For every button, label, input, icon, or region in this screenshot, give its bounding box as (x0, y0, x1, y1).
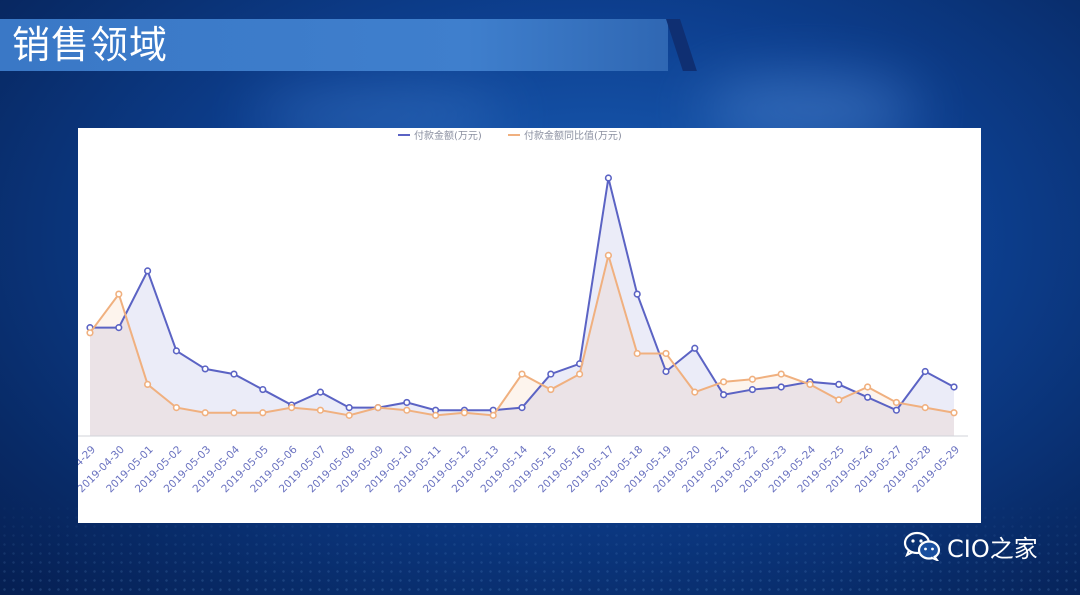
series-2-point (489, 411, 497, 419)
series-2-point (259, 409, 267, 417)
wechat-icon (903, 531, 941, 561)
series-2-point (547, 385, 555, 394)
series-2-point (172, 404, 180, 412)
series-2-area (90, 255, 954, 436)
series-1-point (748, 385, 757, 394)
series-2-point (633, 349, 641, 358)
series-2-point (777, 370, 785, 378)
series-2-point (835, 396, 843, 404)
title-bar: 销售领域 (0, 19, 668, 71)
series-2-point (201, 409, 209, 417)
series-2-point (518, 370, 526, 378)
series-2-point (460, 409, 469, 417)
series-1-point (835, 380, 843, 388)
series-2-point (288, 404, 296, 412)
series-1-point (201, 365, 209, 373)
brand: CIO之家 (903, 528, 1038, 564)
series-1-point (345, 404, 353, 412)
line-chart: 付款金额(万元) 付款金额同比值(万元)2019-04-292019-04-302… (78, 129, 968, 495)
series-2-point (719, 378, 728, 386)
series-2-point (950, 409, 958, 417)
legend-label-2: 付款金额同比值(万元) (524, 129, 622, 142)
series-1-point (921, 367, 929, 376)
series-2-point (576, 370, 584, 378)
series-2-point (115, 290, 123, 298)
series-1-point (863, 393, 872, 401)
series-1-point (115, 324, 123, 332)
series-1-point (259, 385, 267, 394)
brand-text: CIO之家 (947, 534, 1038, 563)
series-2-point (230, 409, 238, 417)
series-1-point (950, 383, 958, 391)
series-1-point (691, 344, 699, 352)
series-2-point (806, 380, 814, 388)
series-1-point (316, 388, 324, 396)
legend-label-1: 付款金额(万元) (414, 129, 482, 142)
series-1-point (403, 398, 411, 407)
series-2-point (316, 406, 324, 414)
series-1-point (777, 383, 785, 391)
series-2-point (892, 398, 901, 407)
series-2-point (691, 388, 699, 396)
series-2-point (86, 329, 94, 337)
series-2-point (921, 404, 929, 412)
series-1-point (172, 347, 180, 355)
series-1-point (518, 404, 526, 412)
series-2-point (345, 411, 353, 419)
series-1-point (143, 267, 152, 275)
series-1-point (719, 391, 728, 399)
series-2-point (403, 406, 411, 414)
series-2-point (662, 349, 670, 358)
chart-card: 付款金额(万元) 付款金额同比值(万元) 2019-04-29 2019-04-30 2… (78, 128, 981, 523)
series-1-point (604, 174, 613, 182)
series-2-point (863, 383, 872, 391)
series-1-point (633, 290, 641, 298)
series-1-point (547, 370, 555, 378)
series-2-point (143, 380, 152, 388)
series-2-point (374, 404, 382, 412)
series-2-point (604, 251, 613, 259)
series-2-point (748, 375, 757, 383)
page-title: 销售领域 (12, 23, 169, 67)
series-1-point (892, 406, 901, 414)
series-1-point (230, 370, 238, 378)
series-2-point (432, 411, 440, 419)
series-1-point (662, 367, 670, 376)
